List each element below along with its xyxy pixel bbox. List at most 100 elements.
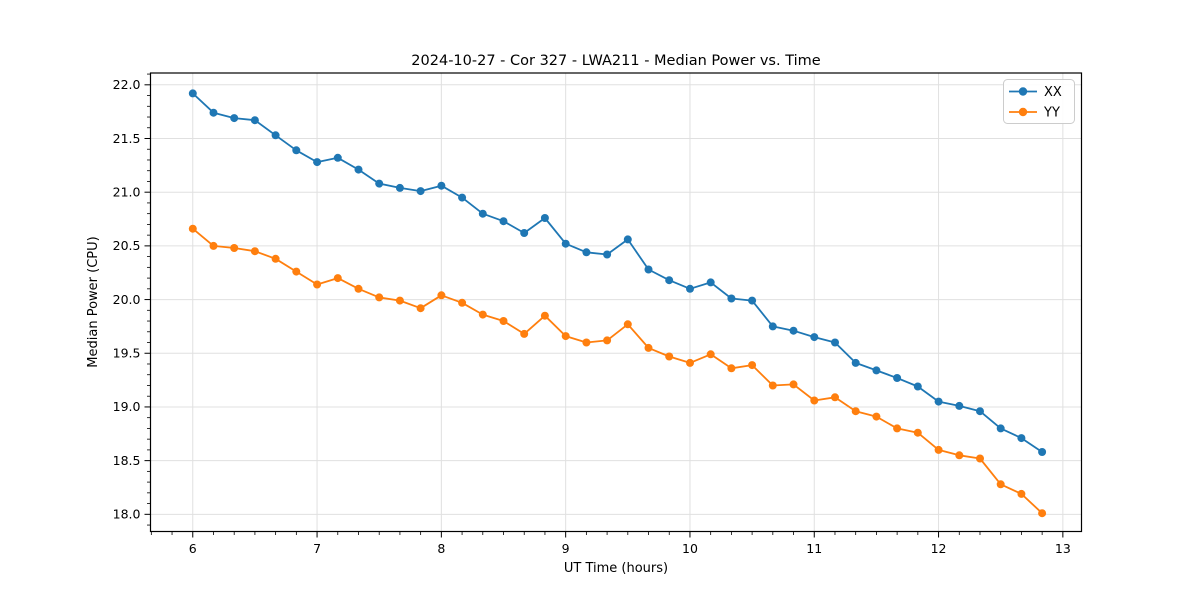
data-point-xx [375, 179, 384, 188]
data-point-yy [520, 329, 529, 338]
data-point-yy [623, 320, 632, 329]
data-point-yy [706, 350, 715, 359]
x-tick-label: 8 [437, 541, 445, 556]
chart-title: 2024-10-27 - Cor 327 - LWA211 - Median P… [411, 53, 820, 69]
data-point-yy [458, 298, 467, 307]
series-line-yy [192, 228, 1043, 514]
data-point-xx [644, 265, 653, 274]
data-point-xx [499, 217, 508, 226]
data-point-yy [665, 352, 674, 361]
data-point-yy [893, 424, 902, 433]
data-point-xx [395, 183, 404, 192]
data-point-xx [748, 296, 757, 305]
data-point-yy [748, 361, 757, 370]
data-point-xx [540, 214, 549, 222]
grid-layer [150, 73, 1082, 532]
legend-marker-xx [1018, 87, 1028, 96]
x-tick-label: 10 [682, 541, 698, 556]
data-point-yy [333, 274, 342, 283]
data-point-xx [313, 158, 322, 167]
data-point-yy [913, 428, 922, 437]
data-point-yy [934, 445, 943, 454]
y-tick-label: 20.5 [113, 238, 141, 253]
x-tick-label: 12 [931, 541, 947, 556]
data-point-xx [1038, 448, 1047, 456]
data-point-xx [437, 181, 446, 190]
y-tick-label: 21.5 [113, 131, 141, 146]
data-point-yy [872, 412, 881, 421]
data-point-yy [603, 336, 612, 345]
x-tick-label: 6 [189, 541, 197, 556]
data-point-yy [644, 343, 653, 352]
data-point-yy [727, 364, 736, 373]
data-point-xx [665, 276, 674, 285]
y-axis-label: Median Power (CPU) [86, 236, 101, 367]
series-xx [188, 89, 1047, 456]
data-point-yy [375, 293, 384, 302]
ticks-layer: 6 7 8 9 10 11 12 13 18.0 18.5 19.0 19.5 20.0 20.5 21.0… [113, 73, 1071, 556]
data-point-yy [768, 381, 777, 390]
data-point-yy [851, 407, 860, 416]
data-point-xx [686, 284, 694, 293]
data-point-xx [768, 322, 777, 331]
data-point-xx [851, 358, 860, 367]
data-point-yy [810, 396, 819, 405]
data-point-yy [561, 332, 570, 341]
data-point-yy [996, 480, 1005, 489]
data-point-yy [478, 310, 487, 319]
data-point-xx [603, 250, 612, 259]
data-point-yy [292, 267, 301, 276]
data-point-xx [727, 294, 736, 303]
legend-label-xx: XX [1044, 85, 1062, 100]
data-point-xx [333, 153, 342, 162]
legend-label-yy: YY [1043, 105, 1060, 120]
data-point-yy [271, 254, 280, 263]
data-point-yy [789, 380, 798, 389]
data-point-yy [354, 284, 363, 293]
data-point-yy [437, 291, 446, 300]
data-point-yy [1038, 509, 1047, 518]
y-tick-label: 22.0 [113, 77, 141, 92]
data-point-xx [789, 326, 798, 335]
data-point-xx [706, 278, 715, 287]
legend: XX YY [1003, 79, 1075, 124]
data-point-xx [561, 239, 570, 248]
data-point-xx [230, 114, 239, 123]
x-tick-label: 11 [806, 541, 822, 556]
legend-box [1003, 79, 1075, 124]
data-point-yy [209, 241, 218, 250]
axes-frame [149, 72, 1083, 533]
data-point-yy [1017, 489, 1026, 498]
data-point-xx [831, 338, 839, 347]
data-point-xx [271, 131, 280, 140]
data-point-yy [499, 317, 508, 325]
series-layer [188, 89, 1047, 518]
series-line-xx [192, 92, 1043, 453]
data-point-yy [976, 454, 984, 463]
y-tick-label: 19.5 [113, 346, 141, 361]
data-point-xx [478, 209, 487, 218]
data-point-yy [540, 311, 549, 320]
data-point-yy [395, 296, 404, 305]
y-tick-label: 21.0 [113, 184, 141, 199]
data-point-xx [416, 187, 425, 196]
data-point-yy [582, 338, 591, 347]
data-point-xx [893, 374, 902, 382]
data-point-xx [520, 229, 529, 237]
legend-marker-yy [1018, 107, 1028, 117]
x-tick-label: 13 [1055, 541, 1071, 556]
data-point-xx [250, 116, 259, 125]
data-point-xx [582, 248, 591, 257]
data-point-xx [934, 397, 943, 406]
y-tick-label: 18.0 [113, 507, 141, 522]
data-point-xx [623, 235, 632, 244]
data-point-yy [250, 247, 259, 256]
data-point-xx [292, 146, 301, 155]
y-tick-label: 20.0 [113, 292, 141, 307]
data-point-yy [686, 358, 694, 367]
data-point-yy [313, 280, 322, 289]
x-tick-label: 9 [562, 541, 570, 556]
y-tick-label: 18.5 [113, 453, 141, 468]
